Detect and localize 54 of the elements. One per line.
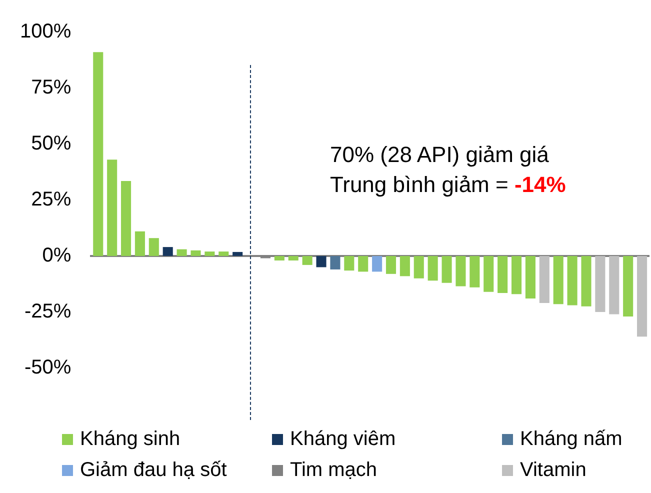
y-tick-label: -50% (24, 356, 72, 379)
bar (414, 256, 424, 278)
legend-label: Kháng sinh (80, 428, 180, 451)
bar (470, 256, 480, 288)
bar (358, 256, 368, 272)
bar (93, 52, 104, 256)
bar (176, 249, 187, 256)
y-tick-label: 25% (31, 188, 72, 211)
bar (274, 256, 284, 260)
bar (218, 252, 229, 256)
y-tick-label: 75% (31, 76, 72, 99)
bar (539, 256, 550, 304)
bar (148, 238, 159, 256)
bar (595, 256, 606, 312)
legend-label: Vitamin (520, 459, 586, 482)
legend-label: Giảm đau hạ sốt (80, 459, 227, 482)
bar (190, 250, 201, 256)
y-tick-label: 0% (42, 244, 72, 267)
bar (386, 256, 396, 274)
annotation: 70% (28 API) giảm giá (330, 141, 550, 169)
bar (484, 256, 494, 292)
bar (134, 231, 145, 256)
bar (204, 252, 215, 256)
legend-label: Tim mạch (290, 459, 378, 482)
bar (498, 256, 508, 293)
y-tick-label: -25% (24, 300, 72, 323)
bar (344, 256, 354, 271)
bar (511, 256, 522, 294)
y-tick-label: 50% (31, 132, 72, 155)
bar (232, 252, 243, 256)
legend-label: Kháng viêm (290, 428, 396, 451)
y-tick-label: 100% (20, 20, 72, 43)
bar (567, 256, 578, 306)
bar (442, 256, 452, 283)
bar (609, 256, 620, 314)
bar (581, 256, 592, 306)
legend-label: Kháng nấm (520, 428, 622, 451)
bar (623, 256, 634, 316)
bar (525, 256, 536, 299)
bar (428, 256, 438, 281)
bar (553, 256, 564, 304)
bar (120, 180, 132, 256)
bar (107, 160, 118, 256)
bar (330, 256, 340, 270)
bar (637, 256, 648, 337)
bar (162, 247, 173, 256)
bar (456, 256, 466, 286)
bar (316, 256, 326, 268)
bar (372, 256, 382, 272)
bar (302, 256, 312, 265)
bar (400, 256, 410, 276)
bar (288, 256, 298, 260)
annotation: Trung bình giảm = (330, 172, 508, 197)
annotation: -14% (514, 172, 566, 197)
